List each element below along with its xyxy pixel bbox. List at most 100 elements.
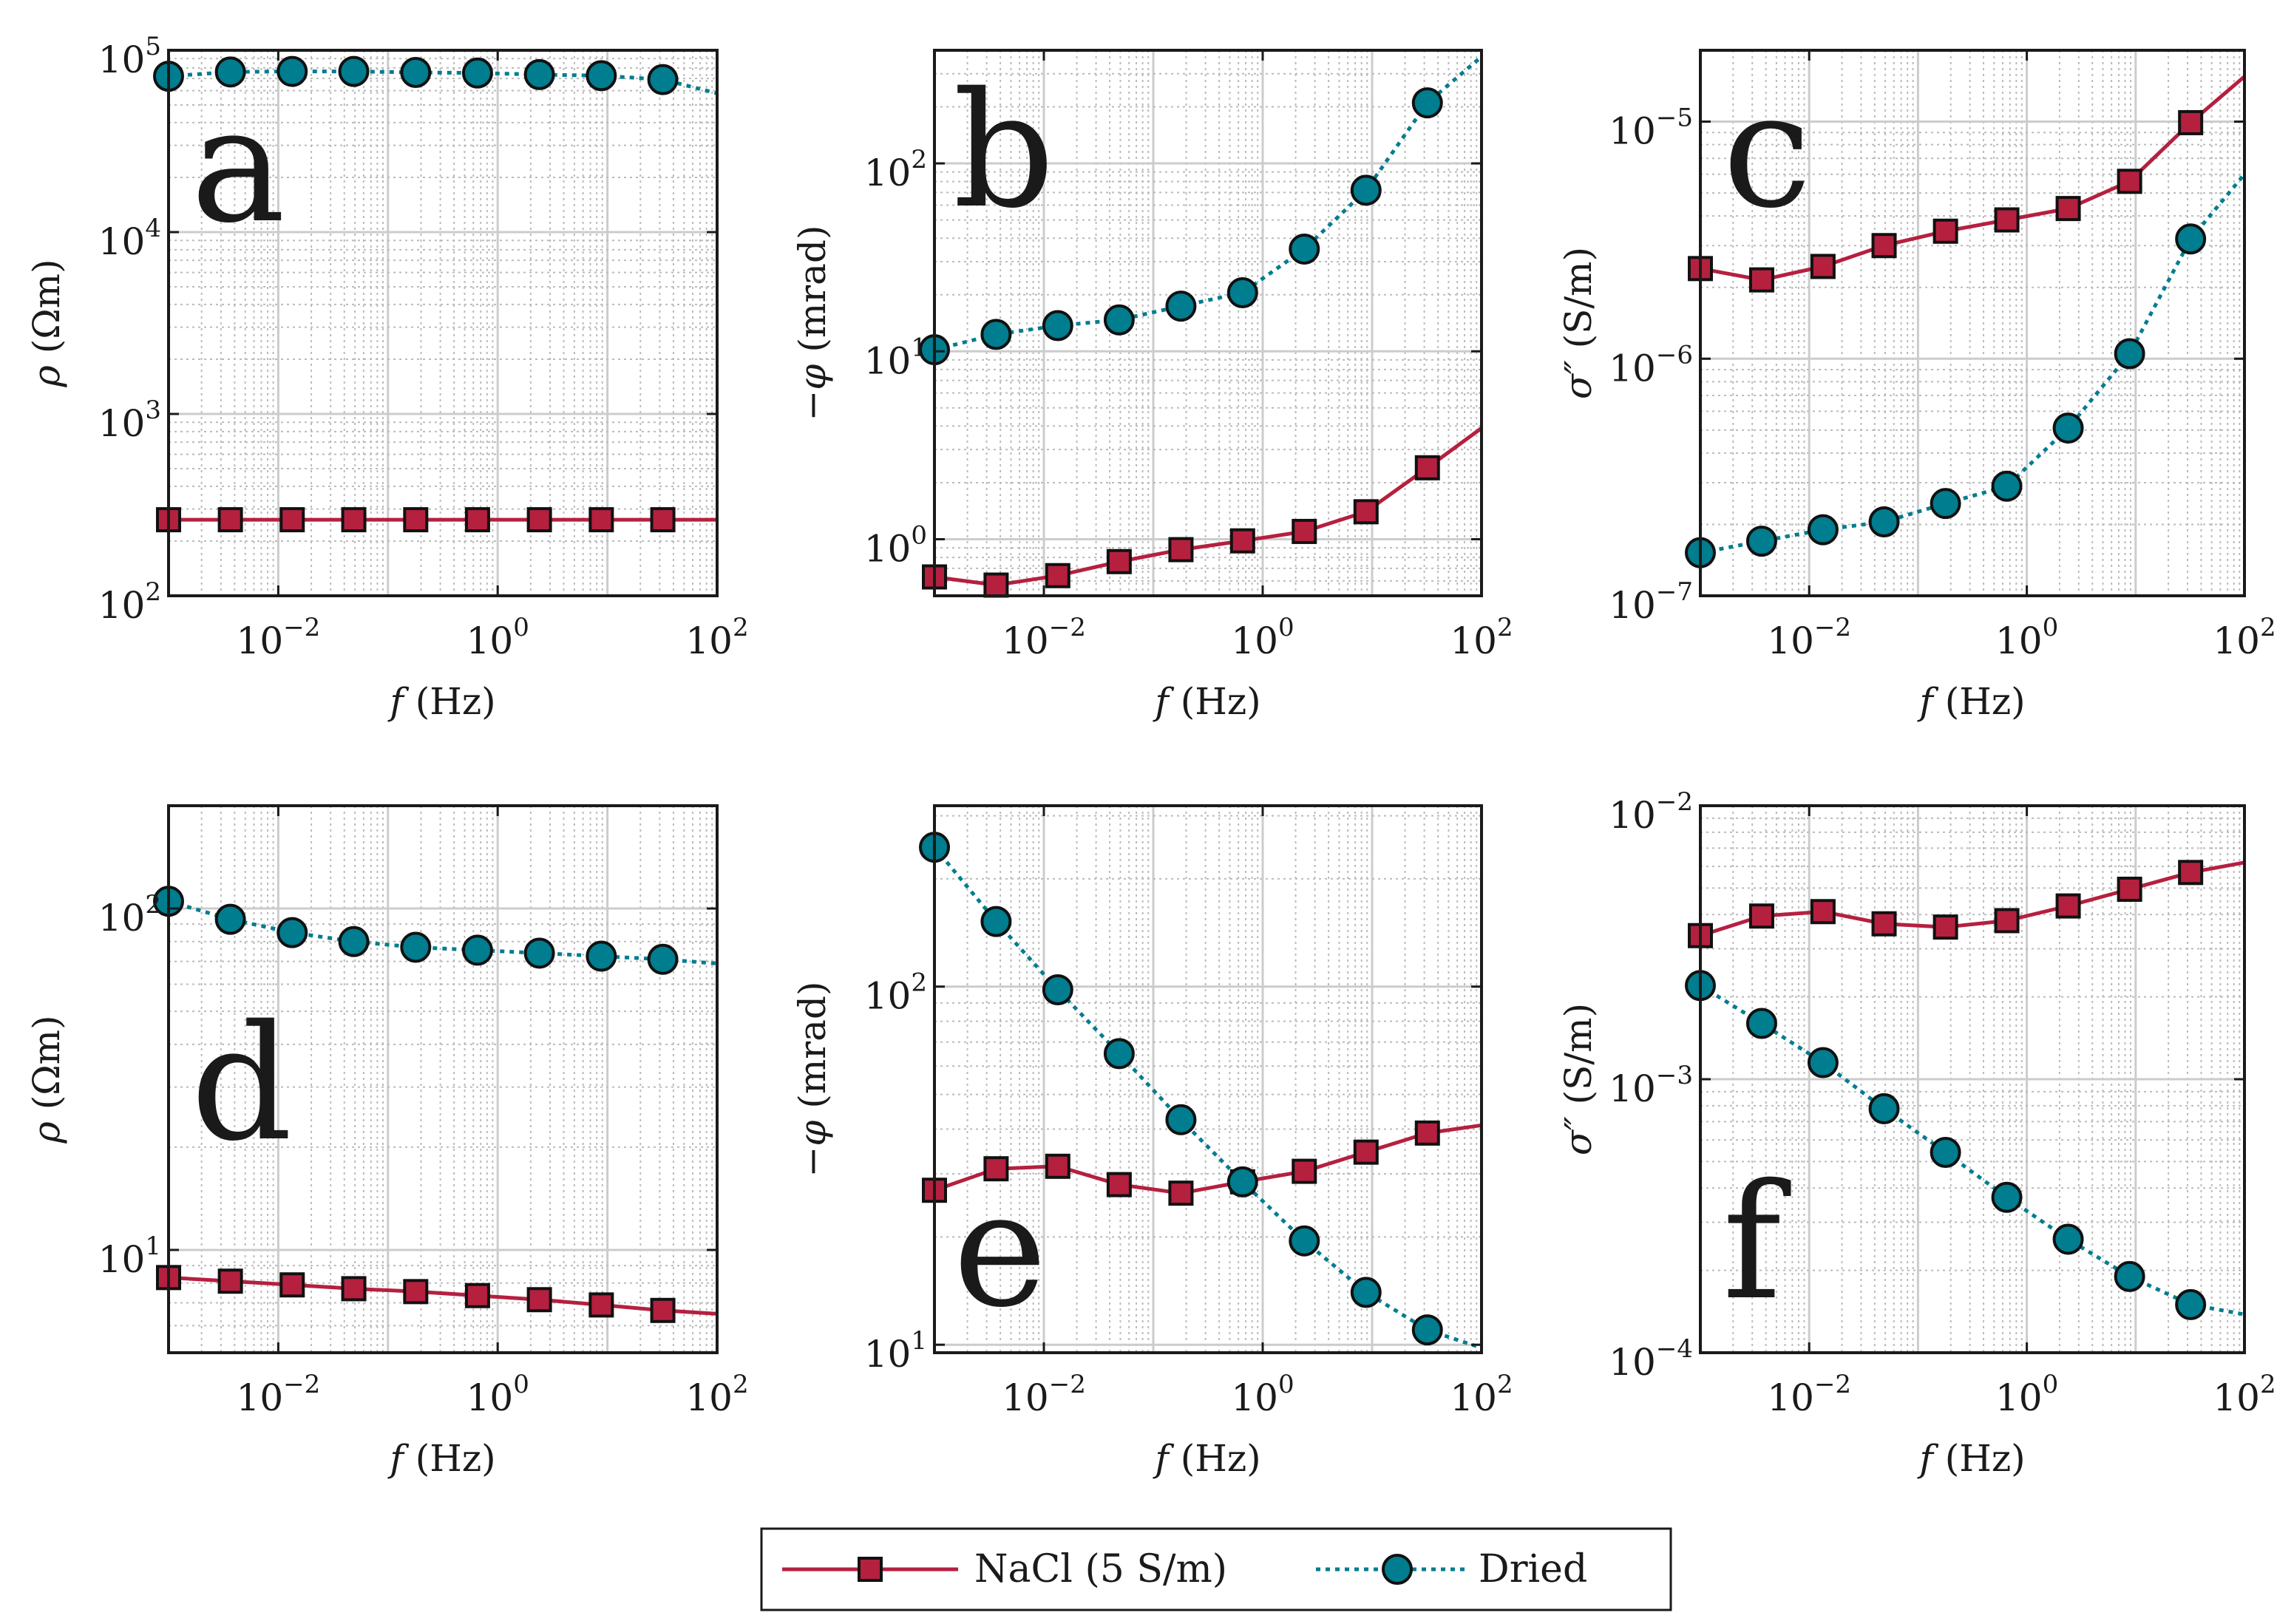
axes-frame	[933, 804, 1483, 1354]
data-point	[2055, 196, 2081, 222]
data-point	[1229, 528, 1255, 554]
y-axis-label: σ″ (S/m)	[1557, 247, 1600, 399]
data-point	[276, 55, 308, 87]
series-line	[168, 1275, 718, 1316]
data-point	[464, 1282, 490, 1308]
data-point	[1810, 254, 1836, 279]
data-point	[983, 572, 1009, 598]
legend-dried-marker	[1382, 1554, 1413, 1585]
x-axis-label: f (Hz)	[1152, 680, 1260, 723]
data-point	[214, 903, 246, 935]
data-point	[2052, 1223, 2084, 1255]
data-point	[1103, 304, 1135, 336]
data-point	[1289, 1225, 1320, 1257]
series-dried	[153, 55, 718, 95]
data-point	[1414, 1120, 1440, 1146]
series-line	[1700, 860, 2245, 938]
data-point	[1810, 899, 1836, 925]
x-axis-label: f (Hz)	[387, 680, 495, 723]
x-axis-label: f (Hz)	[387, 1437, 495, 1480]
data-point	[2175, 1288, 2207, 1320]
data-point	[403, 507, 429, 533]
data-point	[1994, 908, 2020, 934]
y-tick-label: 10−4	[1609, 1334, 1693, 1384]
data-point	[1042, 974, 1073, 1005]
data-point	[1042, 310, 1073, 342]
data-point	[2178, 109, 2204, 135]
panel-letter: a	[191, 72, 285, 258]
data-point	[1871, 233, 1897, 259]
data-point	[1289, 233, 1320, 265]
data-point	[2055, 893, 2081, 919]
series-line	[934, 427, 1483, 587]
data-point	[1994, 207, 2020, 233]
data-point	[2117, 876, 2142, 902]
data-point	[1353, 499, 1379, 525]
data-point	[980, 319, 1012, 350]
series-line	[168, 899, 718, 965]
data-point	[338, 55, 370, 87]
series-line	[1699, 984, 2245, 1316]
x-tick-label: 10−2	[1767, 613, 1851, 662]
panel-letter: f	[1723, 1149, 1791, 1335]
series-line	[933, 846, 1482, 1350]
data-point	[2178, 860, 2204, 886]
axes-frame	[933, 49, 1483, 597]
y-tick-label: 102	[98, 890, 161, 940]
data-point	[214, 56, 246, 88]
data-point	[586, 940, 617, 972]
data-point	[2114, 338, 2145, 370]
data-point	[523, 58, 555, 90]
data-point	[1045, 1153, 1070, 1179]
data-point	[341, 1276, 367, 1302]
data-point	[1868, 506, 1900, 538]
data-point	[279, 507, 305, 533]
data-point	[526, 507, 552, 533]
data-point	[1930, 488, 1961, 520]
data-point	[1168, 537, 1194, 563]
series-dried	[919, 832, 1482, 1350]
y-axis-label: −φ (mrad)	[791, 225, 834, 421]
data-point	[1165, 1104, 1197, 1135]
data-point	[650, 1297, 676, 1323]
series-line	[934, 1123, 1482, 1195]
series-line	[1700, 75, 2246, 282]
series-nacl	[156, 1265, 718, 1323]
data-point	[1414, 455, 1440, 480]
y-axis-label: ρ (Ωm)	[25, 259, 68, 387]
axes-frame	[167, 49, 719, 597]
series-nacl	[922, 427, 1483, 598]
data-point	[1353, 1139, 1379, 1165]
y-axis-label: ρ (Ωm)	[25, 1015, 68, 1144]
x-tick-label: 100	[466, 1370, 529, 1419]
data-point	[217, 1268, 243, 1294]
data-point	[523, 937, 555, 969]
series-nacl	[1688, 75, 2246, 293]
axes-frame	[1699, 49, 2246, 597]
data-point	[2114, 1260, 2145, 1292]
data-point	[400, 931, 432, 963]
data-point	[1168, 1180, 1194, 1206]
data-point	[1106, 548, 1132, 574]
data-point	[1807, 1047, 1839, 1078]
data-point	[464, 507, 490, 533]
data-point	[1930, 1137, 1961, 1169]
series-dried	[153, 886, 718, 975]
data-point	[461, 57, 493, 89]
x-axis-label: f (Hz)	[1916, 1437, 2025, 1480]
data-point	[1226, 277, 1258, 309]
data-point	[1745, 1008, 1777, 1039]
y-tick-label: 100	[864, 520, 927, 570]
data-point	[588, 1292, 614, 1318]
data-point	[338, 925, 370, 957]
data-point	[2175, 223, 2207, 255]
x-axis-label: f (Hz)	[1152, 1437, 1260, 1480]
